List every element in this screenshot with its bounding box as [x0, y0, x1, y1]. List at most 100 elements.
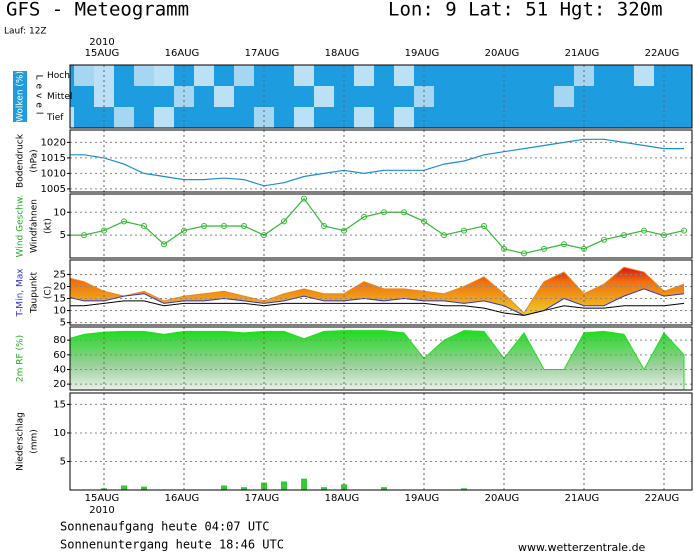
cloud-cell	[594, 107, 614, 128]
marker	[481, 223, 487, 229]
y-axis-label: Wolken (%)	[16, 71, 26, 122]
y-tick-label: 20	[53, 379, 66, 390]
cloud-cell	[134, 65, 154, 86]
panel-frame	[69, 193, 693, 259]
cloud-cell	[294, 65, 314, 86]
cloud-cell	[394, 107, 414, 128]
marker	[301, 195, 307, 202]
bar	[121, 485, 127, 490]
y-tick-label: 20	[53, 281, 66, 292]
x-tick-label: 17AUG	[245, 48, 280, 59]
cloud-cell	[514, 107, 534, 128]
x-tick-label: 17AUG	[245, 493, 280, 504]
cloud-cell	[294, 86, 314, 107]
cloud-cell	[394, 86, 414, 107]
cloud-cell	[654, 107, 674, 128]
year-label: 2010	[89, 37, 114, 48]
cloud-cell	[394, 65, 414, 86]
panel-frame	[69, 392, 693, 491]
panel	[70, 65, 692, 128]
line	[70, 288, 685, 316]
marker	[341, 227, 347, 234]
y-axis-label: Windfahnen	[30, 199, 40, 253]
bar	[281, 481, 287, 490]
cloud-cell	[514, 86, 534, 107]
label-box	[13, 71, 27, 122]
x-tick-label: 15AUG	[85, 493, 120, 504]
cloud-cell	[454, 107, 474, 128]
cloud-cell	[70, 107, 74, 128]
cloud-cell	[674, 86, 692, 107]
line	[70, 300, 685, 316]
cloud-cell	[674, 107, 692, 128]
y-axis-label: Wind Geschw.	[16, 195, 26, 258]
sunset: Sonnenuntergang heute 18:46 UTC	[60, 538, 284, 552]
panel	[101, 478, 467, 490]
bar	[321, 487, 327, 490]
x-tick-label: 15AUG	[85, 48, 120, 59]
cloud-cell	[494, 107, 514, 128]
y-axis-label: Bodendruck	[16, 133, 26, 188]
x-tick-label: 20AUG	[485, 493, 520, 504]
x-tick-label: 19AUG	[405, 493, 440, 504]
cloud-cell	[574, 107, 594, 128]
cloud-cell	[254, 107, 274, 128]
y-tick-label: 25	[53, 269, 66, 280]
cloud-cell	[314, 65, 334, 86]
location: Lon: 9 Lat: 51 Hgt: 320m	[388, 0, 663, 21]
cloud-cell	[474, 107, 494, 128]
bar	[221, 485, 227, 490]
y-axis-label: (hPa)	[30, 149, 40, 172]
cloud-cell	[214, 107, 234, 128]
x-tick-label: 21AUG	[565, 48, 600, 59]
x-tick-label: 22AUG	[645, 48, 680, 59]
cloud-cell	[194, 86, 214, 107]
y-tick-label: 1005	[41, 184, 66, 195]
cloud-cell	[374, 65, 394, 86]
cloud-cell	[74, 65, 94, 86]
cloud-cell	[614, 86, 634, 107]
y-tick-label: 10	[53, 207, 66, 218]
cloud-cell	[70, 65, 74, 86]
bar	[261, 482, 267, 490]
cloud-cell	[634, 65, 654, 86]
marker	[501, 245, 507, 252]
cloud-cell	[234, 65, 254, 86]
cloud-cell	[374, 107, 394, 128]
cloud-cell	[354, 86, 374, 107]
cloud-cell	[154, 65, 174, 86]
x-tick-label: 16AUG	[165, 493, 200, 504]
marker	[281, 218, 287, 225]
marker	[681, 227, 687, 234]
cloud-cell	[414, 107, 434, 128]
cloud-cell	[274, 107, 294, 128]
marker	[561, 241, 567, 248]
cloud-cell	[474, 86, 494, 107]
cloud-cell	[354, 65, 374, 86]
y-axis-label: T-Min, Max	[16, 268, 26, 318]
cloud-cell	[354, 107, 374, 128]
marker	[161, 241, 167, 248]
marker	[461, 227, 467, 234]
legend-label: Tief	[46, 113, 64, 123]
cloud-cell	[134, 107, 154, 128]
panel-frame	[69, 259, 693, 326]
cloud-cell	[194, 65, 214, 86]
cloud-cell	[634, 86, 654, 107]
x-tick-label: 20AUG	[485, 48, 520, 59]
cloud-cell	[194, 107, 214, 128]
cloud-cell	[554, 86, 574, 107]
y-axis-label: (mm)	[30, 429, 40, 454]
cloud-cell	[114, 86, 134, 107]
run: Lauf: 12Z	[4, 27, 47, 37]
area	[70, 330, 685, 390]
y-axis-label: (C)	[44, 286, 54, 299]
marker	[201, 223, 207, 229]
cloud-cell	[534, 107, 554, 128]
panel	[70, 138, 684, 187]
y-tick-label: 1010	[41, 168, 66, 179]
bar	[461, 488, 467, 490]
cloud-cell	[70, 86, 74, 107]
x-tick-label: 16AUG	[165, 48, 200, 59]
